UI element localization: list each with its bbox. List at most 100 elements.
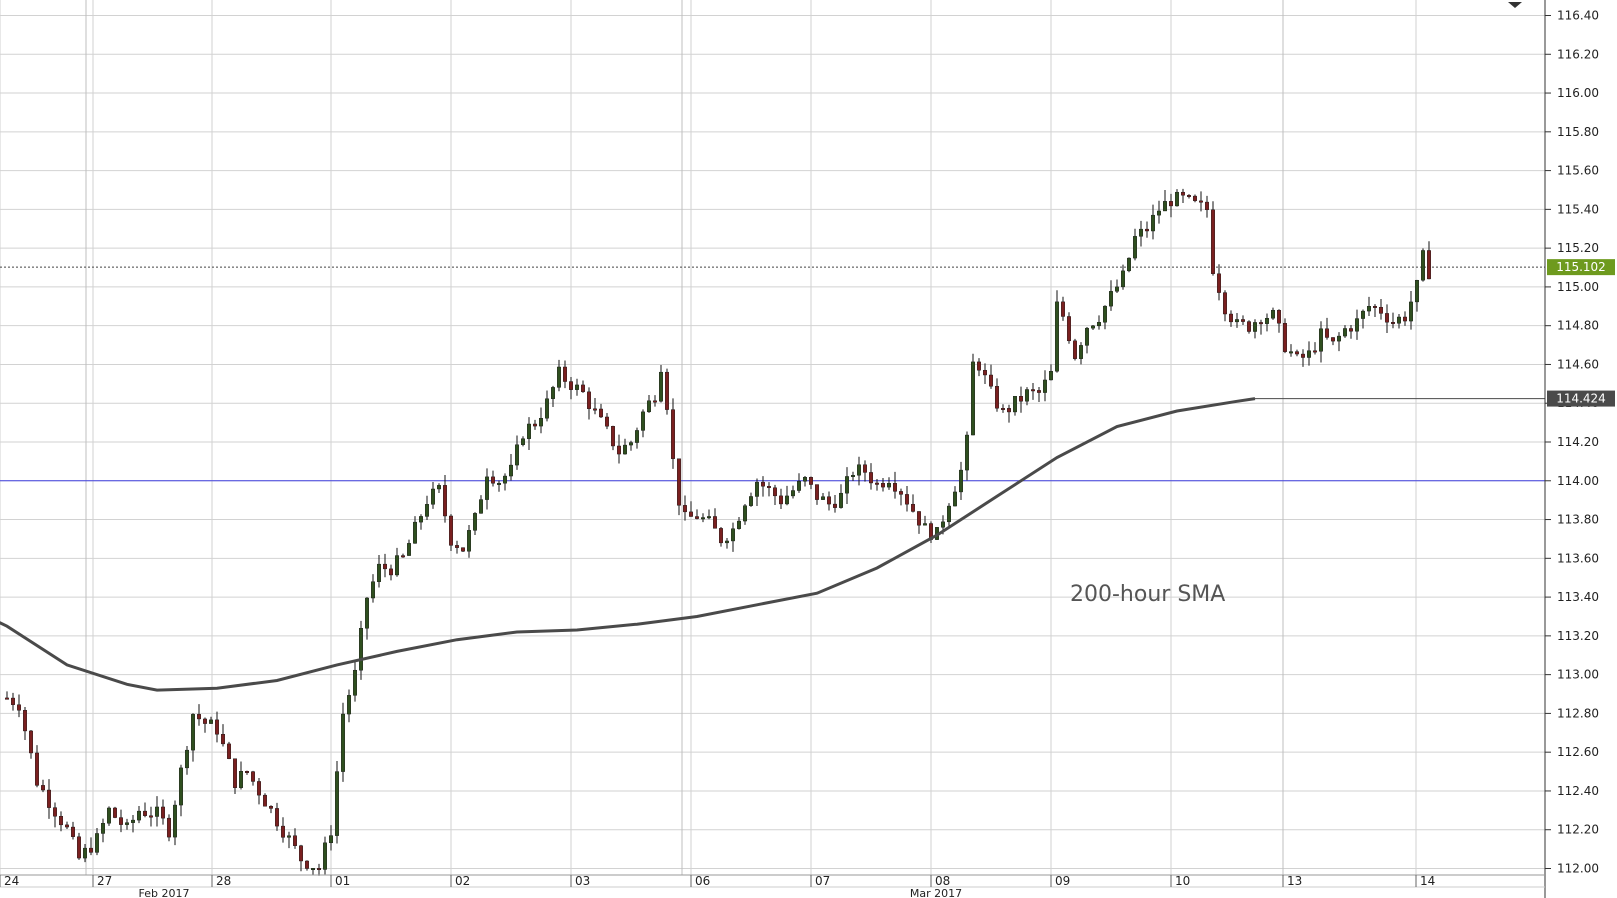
candle-body bbox=[305, 860, 310, 869]
candle-body bbox=[821, 496, 826, 500]
candle-body bbox=[971, 361, 976, 436]
candle-body bbox=[629, 442, 634, 446]
candle-body bbox=[335, 771, 340, 836]
candle-body bbox=[41, 785, 46, 791]
candle-body bbox=[869, 472, 874, 484]
candle-body bbox=[683, 505, 688, 513]
candle-body bbox=[59, 816, 64, 826]
candle-body bbox=[1198, 200, 1203, 203]
candle-body bbox=[35, 752, 40, 786]
candle-body bbox=[545, 398, 550, 419]
candle-body bbox=[202, 718, 207, 724]
y-tick-label: 113.00 bbox=[1557, 668, 1599, 682]
candle-body bbox=[425, 504, 430, 517]
candle-body bbox=[1264, 318, 1269, 324]
candle-body bbox=[214, 719, 219, 735]
candle-body bbox=[178, 767, 183, 806]
candle-body bbox=[82, 847, 87, 859]
candle-body bbox=[329, 835, 334, 844]
candle-body bbox=[88, 847, 93, 853]
candle-body bbox=[244, 771, 249, 773]
candle-body bbox=[1318, 328, 1323, 352]
candle-body bbox=[1204, 201, 1209, 211]
candle-body bbox=[917, 511, 922, 526]
candle-body bbox=[160, 806, 165, 819]
candle-body bbox=[785, 495, 790, 505]
candle-body bbox=[1354, 318, 1359, 332]
candle-body bbox=[911, 503, 916, 512]
sma-line bbox=[0, 397, 1256, 692]
candle-body bbox=[923, 523, 928, 526]
x-day-label: 02 bbox=[455, 874, 470, 888]
candle-body bbox=[407, 543, 412, 556]
candle-body bbox=[671, 409, 676, 459]
candle-body bbox=[707, 516, 712, 519]
candle-body bbox=[287, 835, 292, 838]
candle-body bbox=[719, 528, 724, 544]
candle-body bbox=[389, 568, 394, 576]
candle-body bbox=[220, 734, 225, 745]
candle-body bbox=[293, 835, 298, 846]
candle-body bbox=[1234, 319, 1239, 323]
candle-body bbox=[899, 491, 904, 495]
candle-body bbox=[857, 464, 862, 476]
y-tick-label: 115.20 bbox=[1557, 241, 1599, 255]
candle-body bbox=[1108, 291, 1113, 307]
candle-body bbox=[617, 445, 622, 455]
candle-body bbox=[359, 628, 364, 671]
candle-body bbox=[1348, 328, 1353, 332]
candle-body bbox=[443, 485, 448, 517]
candle-body bbox=[449, 515, 454, 546]
candle-body bbox=[401, 555, 406, 558]
candle-body bbox=[29, 730, 34, 754]
candle-body bbox=[905, 494, 910, 505]
candle-body bbox=[1210, 209, 1215, 274]
candle-body bbox=[491, 476, 496, 484]
y-tick-label: 116.40 bbox=[1557, 9, 1599, 23]
scroll-arrow-icon[interactable] bbox=[1508, 2, 1522, 8]
candle-body bbox=[995, 386, 1000, 409]
candle-body bbox=[232, 758, 237, 788]
candle-body bbox=[1120, 270, 1125, 288]
candle-body bbox=[839, 492, 844, 508]
candle-body bbox=[1312, 350, 1317, 353]
y-tick-label: 113.20 bbox=[1557, 629, 1599, 643]
candle-body bbox=[833, 503, 838, 508]
x-day-label: 09 bbox=[1055, 874, 1070, 888]
candle-body bbox=[1282, 323, 1287, 352]
candle-body bbox=[1024, 389, 1029, 402]
candle-body bbox=[947, 505, 952, 523]
candle-body bbox=[148, 815, 153, 818]
candle-body bbox=[437, 485, 442, 490]
candle-body bbox=[641, 411, 646, 431]
candle-body bbox=[461, 547, 466, 552]
candle-body bbox=[887, 483, 892, 488]
candle-body bbox=[845, 476, 850, 494]
x-month-label: Mar 2017 bbox=[910, 887, 962, 898]
y-tick-label: 114.60 bbox=[1557, 357, 1599, 371]
candle-body bbox=[347, 695, 352, 715]
candle-body bbox=[1276, 309, 1281, 324]
candle-body bbox=[365, 597, 370, 629]
candle-body bbox=[1378, 307, 1383, 314]
candle-body bbox=[1372, 306, 1377, 308]
candle-body bbox=[1240, 319, 1245, 322]
candle-body bbox=[1246, 321, 1251, 332]
candle-body bbox=[1102, 305, 1107, 323]
candle-body bbox=[238, 771, 243, 788]
candle-body bbox=[1174, 191, 1179, 207]
x-day-label: 06 bbox=[695, 874, 710, 888]
y-tick-label: 116.20 bbox=[1557, 47, 1599, 61]
candle-body bbox=[250, 771, 255, 782]
candle-body bbox=[1066, 316, 1071, 342]
candle-body bbox=[1306, 350, 1311, 358]
candle-body bbox=[311, 868, 316, 871]
x-day-label: 13 bbox=[1287, 874, 1302, 888]
candle-body bbox=[94, 833, 99, 853]
candle-body bbox=[1001, 408, 1006, 410]
candle-body bbox=[563, 366, 568, 382]
candle-body bbox=[341, 713, 346, 772]
candle-body bbox=[569, 381, 574, 390]
candle-body bbox=[977, 361, 982, 371]
